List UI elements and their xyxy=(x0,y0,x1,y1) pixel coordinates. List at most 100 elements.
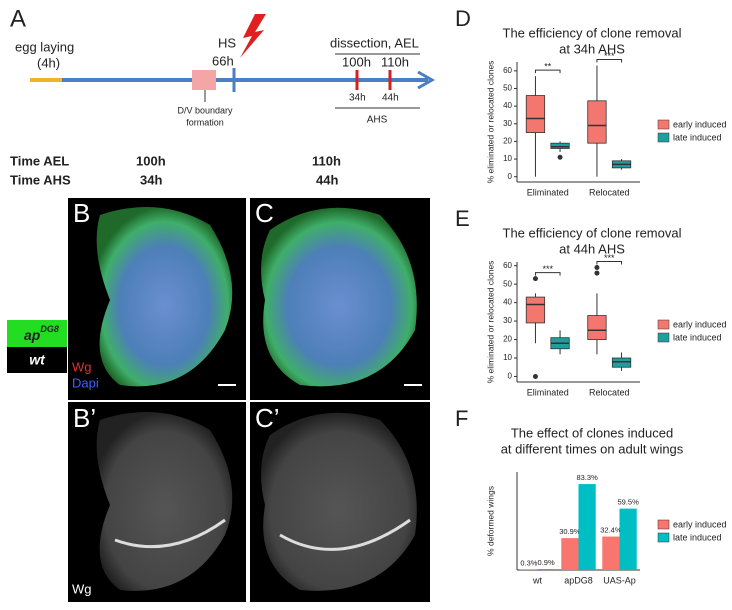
bar xyxy=(578,484,596,570)
significance-bracket xyxy=(534,272,561,276)
outlier xyxy=(532,276,538,282)
y-tick-label: 60 xyxy=(503,261,512,270)
label: AHS xyxy=(367,115,388,126)
box xyxy=(587,315,607,340)
x-tick-label: wt xyxy=(532,575,542,585)
chart-title: The effect of clones induced xyxy=(511,425,673,440)
row-label: Time AHS xyxy=(10,172,71,187)
x-tick-label: apDG8 xyxy=(564,575,593,585)
label: 34h xyxy=(349,93,366,104)
chart-title: at 44h AHS xyxy=(559,241,625,256)
label: formation xyxy=(186,117,224,127)
stain-label: Wg xyxy=(72,359,92,374)
significance: *** xyxy=(604,51,615,61)
legend-swatch xyxy=(657,319,670,330)
stain-label: Dapi xyxy=(72,375,99,390)
x-tick-label: Eliminated xyxy=(527,387,569,397)
genotype: apDG8 xyxy=(24,324,59,342)
panel-letter: E xyxy=(455,206,470,231)
significance-bracket xyxy=(596,59,623,63)
y-tick-label: 40 xyxy=(503,298,512,307)
row-label: Time AEL xyxy=(10,153,69,168)
y-axis-label: % eliminated or relocated clones xyxy=(485,261,495,384)
outlier xyxy=(532,373,538,379)
chart-title: The efficiency of clone removal xyxy=(503,25,682,40)
significance: ** xyxy=(544,61,552,71)
wg-stripe xyxy=(114,518,226,549)
panel-letter: B xyxy=(73,198,90,228)
significance-bracket xyxy=(534,69,561,74)
value-label: 30.9% xyxy=(559,527,581,536)
box xyxy=(550,142,570,149)
y-tick-label: 60 xyxy=(503,66,512,75)
genotype-sup: DG8 xyxy=(40,324,59,334)
y-tick-label: 0 xyxy=(508,172,513,181)
x-tick-label: Eliminated xyxy=(527,187,569,197)
label: egg laying xyxy=(15,39,74,54)
genotype-legend: apDG8 wt xyxy=(7,320,67,373)
legend-swatch xyxy=(657,519,670,530)
legend-swatch xyxy=(657,119,670,130)
cell: 110h xyxy=(312,153,341,168)
wt-swatch xyxy=(7,347,67,373)
y-tick-label: 20 xyxy=(503,335,512,344)
y-tick-label: 10 xyxy=(503,353,512,362)
genotype-name: ap xyxy=(24,327,41,343)
time-table: Time AEL 100h 110h Time AHS 34h 44h xyxy=(10,153,341,187)
value-label: 0.9% xyxy=(538,558,555,567)
y-tick-label: 50 xyxy=(503,279,512,288)
significance-bracket xyxy=(596,261,623,265)
cell: 44h xyxy=(316,172,338,187)
wg-stripe xyxy=(279,518,411,551)
value-label: 0.3% xyxy=(520,559,537,568)
label: D/V boundary xyxy=(177,105,233,115)
box xyxy=(587,100,607,144)
value-label: 59.5% xyxy=(617,498,639,507)
panel-letter: C xyxy=(255,198,274,228)
y-tick-label: 10 xyxy=(503,154,512,163)
legend-swatch xyxy=(657,332,670,343)
wing-disc xyxy=(96,412,233,591)
boundary-box xyxy=(192,70,216,90)
chart-title: at different times on adult wings xyxy=(501,441,684,456)
label: 66h xyxy=(212,53,234,68)
wing-disc xyxy=(261,207,417,387)
y-tick-label: 50 xyxy=(503,84,512,93)
panel-letter: B’ xyxy=(73,403,96,433)
wing-disc xyxy=(96,207,233,387)
label: (4h) xyxy=(37,55,60,70)
outlier xyxy=(557,154,563,160)
wing-disc xyxy=(261,412,417,591)
label: 44h xyxy=(382,93,399,104)
label: 110h xyxy=(381,54,409,69)
y-tick-label: 0 xyxy=(508,372,513,381)
significance: *** xyxy=(542,264,553,274)
panel-letter: A xyxy=(10,5,26,32)
label: 100h xyxy=(342,54,371,69)
chart-title: The efficiency of clone removal xyxy=(503,225,682,240)
label: dissection, AEL xyxy=(330,35,419,50)
chart-title: at 34h AHS xyxy=(559,41,625,56)
cell: 100h xyxy=(136,153,166,168)
arrow-head xyxy=(417,70,436,90)
ap-swatch xyxy=(7,320,67,347)
y-axis-label: % deformed wings xyxy=(485,486,495,556)
box xyxy=(525,95,546,133)
heat-shock-icon xyxy=(240,14,266,58)
y-tick-label: 20 xyxy=(503,137,512,146)
bar xyxy=(537,569,555,570)
legend-label: late induced xyxy=(673,132,722,142)
panel-letter: F xyxy=(455,406,468,431)
x-tick-label: Relocated xyxy=(589,187,630,197)
panel-letter: C’ xyxy=(255,403,280,433)
y-tick-label: 30 xyxy=(503,316,512,325)
value-label: 32.4% xyxy=(600,526,622,535)
legend-swatch xyxy=(657,532,670,543)
legend-label: early induced xyxy=(673,319,727,329)
legend-label: late induced xyxy=(673,332,722,342)
legend-label: late induced xyxy=(673,532,722,542)
bar xyxy=(602,536,620,570)
panel-letter: D xyxy=(455,6,471,31)
legend-label: early induced xyxy=(673,519,727,529)
cell: 34h xyxy=(140,172,162,187)
